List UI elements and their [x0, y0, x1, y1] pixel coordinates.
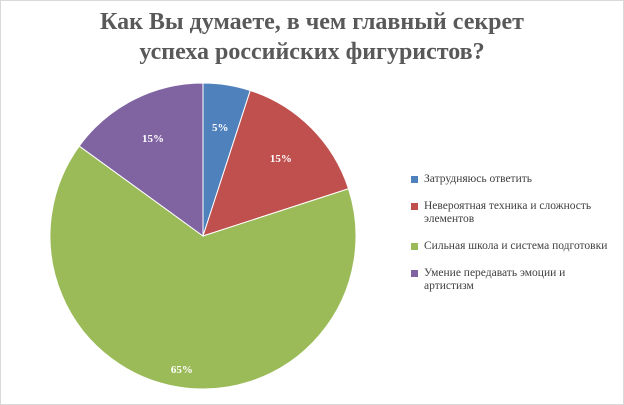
- pie-slice-1: [202, 89, 350, 237]
- pie-label-1: 15%: [270, 153, 292, 165]
- legend-label-1: Невероятная техника и сложность элементо…: [424, 200, 592, 225]
- legend-item-2: Сильная школа и система подготовки: [411, 240, 616, 253]
- legend-item-1: Невероятная техника и сложность элементо…: [411, 200, 616, 226]
- legend-label-0: Затрудняюсь ответить: [424, 173, 533, 185]
- pie-label-2: 65%: [171, 364, 193, 376]
- pie-slice-3: [78, 82, 204, 237]
- pie-slice-2: [49, 145, 357, 390]
- legend-label-2: Сильная школа и система подготовки: [424, 240, 608, 252]
- legend-swatch-1: [411, 203, 418, 210]
- legend-swatch-0: [411, 176, 418, 183]
- legend-label-3: Умение передавать эмоции и артистизм: [424, 267, 566, 292]
- chart-title: Как Вы думаете, в чем главный секрет усп…: [1, 7, 623, 67]
- legend-swatch-3: [411, 270, 418, 277]
- pie-label-0: 5%: [212, 122, 229, 134]
- chart-title-line-2: успеха российских фигуристов?: [139, 39, 485, 65]
- legend-item-3: Умение передавать эмоции и артистизм: [411, 267, 616, 293]
- legend-item-0: Затрудняюсь ответить: [411, 173, 616, 186]
- legend-swatch-2: [411, 243, 418, 250]
- pie-label-3: 15%: [142, 133, 164, 145]
- legend: Затрудняюсь ответить Невероятная техника…: [411, 173, 616, 307]
- chart-title-line-1: Как Вы думаете, в чем главный секрет: [100, 9, 524, 35]
